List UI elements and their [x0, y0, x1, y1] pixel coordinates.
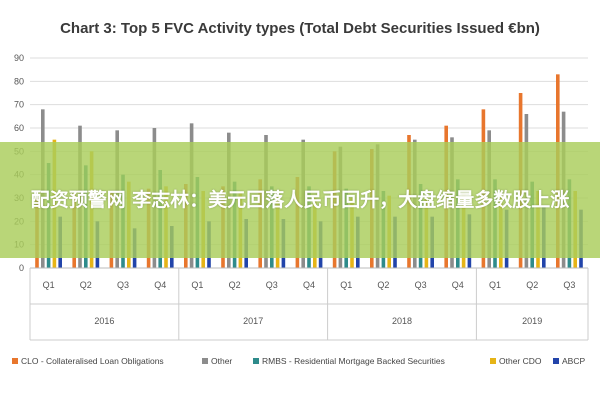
x-tick-label: Q4: [452, 280, 464, 290]
x-year-label: 2019: [522, 316, 542, 326]
y-tick-label: 90: [14, 53, 24, 63]
x-tick-label: Q1: [489, 280, 501, 290]
x-tick-label: Q2: [229, 280, 241, 290]
x-tick-label: Q1: [340, 280, 352, 290]
x-tick-label: Q2: [80, 280, 92, 290]
legend-swatch: [253, 358, 259, 364]
x-tick-label: Q3: [266, 280, 278, 290]
x-year-label: 2017: [243, 316, 263, 326]
legend-label: Other CDO: [499, 356, 542, 366]
x-tick-label: Q4: [303, 280, 315, 290]
legend-swatch: [12, 358, 18, 364]
y-tick-label: 70: [14, 100, 24, 110]
x-tick-label: Q1: [43, 280, 55, 290]
x-year-label: 2018: [392, 316, 412, 326]
x-tick-label: Q2: [526, 280, 538, 290]
x-tick-label: Q2: [377, 280, 389, 290]
legend-label: RMBS - Residential Mortgage Backed Secur…: [262, 356, 445, 366]
legend-swatch: [202, 358, 208, 364]
legend-label: ABCP: [562, 356, 585, 366]
y-tick-label: 60: [14, 123, 24, 133]
legend-label: CLO - Collateralised Loan Obligations: [21, 356, 164, 366]
news-banner-overlay: 配资预警网 李志林：美元回落人民币回升，大盘缩量多数股上涨: [0, 142, 600, 258]
y-tick-label: 80: [14, 76, 24, 86]
x-tick-label: Q3: [563, 280, 575, 290]
chart-title: Chart 3: Top 5 FVC Activity types (Total…: [60, 20, 540, 37]
legend-swatch: [490, 358, 496, 364]
x-tick-label: Q1: [191, 280, 203, 290]
x-year-label: 2016: [94, 316, 114, 326]
y-tick-label: 0: [19, 263, 24, 273]
x-tick-label: Q3: [415, 280, 427, 290]
legend-label: Other: [211, 356, 232, 366]
news-banner-text: 配资预警网 李志林：美元回落人民币回升，大盘缩量多数股上涨: [30, 189, 570, 211]
x-tick-label: Q4: [154, 280, 166, 290]
x-tick-label: Q3: [117, 280, 129, 290]
legend-swatch: [553, 358, 559, 364]
